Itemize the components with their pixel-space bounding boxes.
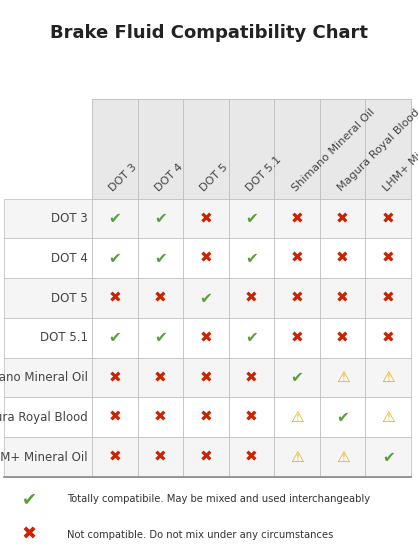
Text: Shimano Mineral Oil: Shimano Mineral Oil <box>0 371 88 384</box>
Text: ✖: ✖ <box>199 251 212 266</box>
Text: ✖: ✖ <box>291 290 303 306</box>
Text: DOT 4: DOT 4 <box>51 252 88 265</box>
Text: ✔: ✔ <box>245 211 258 226</box>
Text: Not compatible. Do not mix under any circumstances: Not compatible. Do not mix under any cir… <box>67 530 333 540</box>
Text: ✖: ✖ <box>154 449 167 465</box>
Text: ✖: ✖ <box>382 330 395 346</box>
Text: ✖: ✖ <box>245 410 258 425</box>
Text: ✔: ✔ <box>22 490 37 508</box>
Text: ✖: ✖ <box>108 370 121 385</box>
Text: ✖: ✖ <box>336 330 349 346</box>
Text: Shimano Mineral Oil: Shimano Mineral Oil <box>290 107 377 193</box>
Text: ✖: ✖ <box>336 211 349 226</box>
Text: ⚠: ⚠ <box>336 370 349 385</box>
Text: ✔: ✔ <box>199 290 212 306</box>
Text: ✖: ✖ <box>336 251 349 266</box>
Text: ✖: ✖ <box>245 449 258 465</box>
Text: ✖: ✖ <box>199 449 212 465</box>
Text: ✖: ✖ <box>382 290 395 306</box>
Text: DOT 5: DOT 5 <box>199 162 230 193</box>
Text: ✔: ✔ <box>245 330 258 346</box>
Text: ✖: ✖ <box>154 370 167 385</box>
Text: ⚠: ⚠ <box>336 449 349 465</box>
Text: ✖: ✖ <box>154 290 167 306</box>
Text: ✖: ✖ <box>199 370 212 385</box>
Text: Magura Royal Blood: Magura Royal Blood <box>336 108 418 193</box>
Text: ✖: ✖ <box>199 211 212 226</box>
Text: ✖: ✖ <box>245 370 258 385</box>
Text: ✔: ✔ <box>108 211 121 226</box>
Text: DOT 3: DOT 3 <box>108 162 139 193</box>
Text: ⚠: ⚠ <box>290 449 304 465</box>
Text: DOT 4: DOT 4 <box>153 162 185 193</box>
Text: ✔: ✔ <box>154 330 167 346</box>
Text: DOT 5.1: DOT 5.1 <box>40 331 88 344</box>
Text: ⚠: ⚠ <box>381 370 395 385</box>
Text: ✔: ✔ <box>336 410 349 425</box>
Text: ✔: ✔ <box>245 251 258 266</box>
Text: ✖: ✖ <box>336 290 349 306</box>
Text: ✔: ✔ <box>154 251 167 266</box>
Text: LHM+ Mineral Oil: LHM+ Mineral Oil <box>0 450 88 464</box>
Text: Magura Royal Blood: Magura Royal Blood <box>0 411 88 424</box>
Text: ✖: ✖ <box>199 330 212 346</box>
Text: DOT 3: DOT 3 <box>51 212 88 225</box>
Text: ✖: ✖ <box>291 330 303 346</box>
Text: ✖: ✖ <box>108 290 121 306</box>
Text: ✔: ✔ <box>108 330 121 346</box>
Text: ✖: ✖ <box>108 410 121 425</box>
Text: ✔: ✔ <box>154 211 167 226</box>
Text: ✔: ✔ <box>108 251 121 266</box>
Text: ✖: ✖ <box>199 410 212 425</box>
Text: ✖: ✖ <box>382 211 395 226</box>
Text: ✖: ✖ <box>291 211 303 226</box>
Text: DOT 5: DOT 5 <box>51 291 88 305</box>
Text: Totally compatibile. May be mixed and used interchangeably: Totally compatibile. May be mixed and us… <box>67 494 370 504</box>
Text: ✖: ✖ <box>108 449 121 465</box>
Text: ✖: ✖ <box>22 526 37 544</box>
Text: DOT 5.1: DOT 5.1 <box>245 154 283 193</box>
Text: ✖: ✖ <box>245 290 258 306</box>
Text: ⚠: ⚠ <box>381 410 395 425</box>
Text: LHM+ Mineral Oil: LHM+ Mineral Oil <box>381 118 418 193</box>
Text: ✔: ✔ <box>291 370 303 385</box>
Text: ⚠: ⚠ <box>290 410 304 425</box>
Text: ✔: ✔ <box>382 449 395 465</box>
Text: ✖: ✖ <box>154 410 167 425</box>
Text: ✖: ✖ <box>382 251 395 266</box>
Text: ✖: ✖ <box>291 251 303 266</box>
Text: Brake Fluid Compatibility Chart: Brake Fluid Compatibility Chart <box>50 24 368 42</box>
